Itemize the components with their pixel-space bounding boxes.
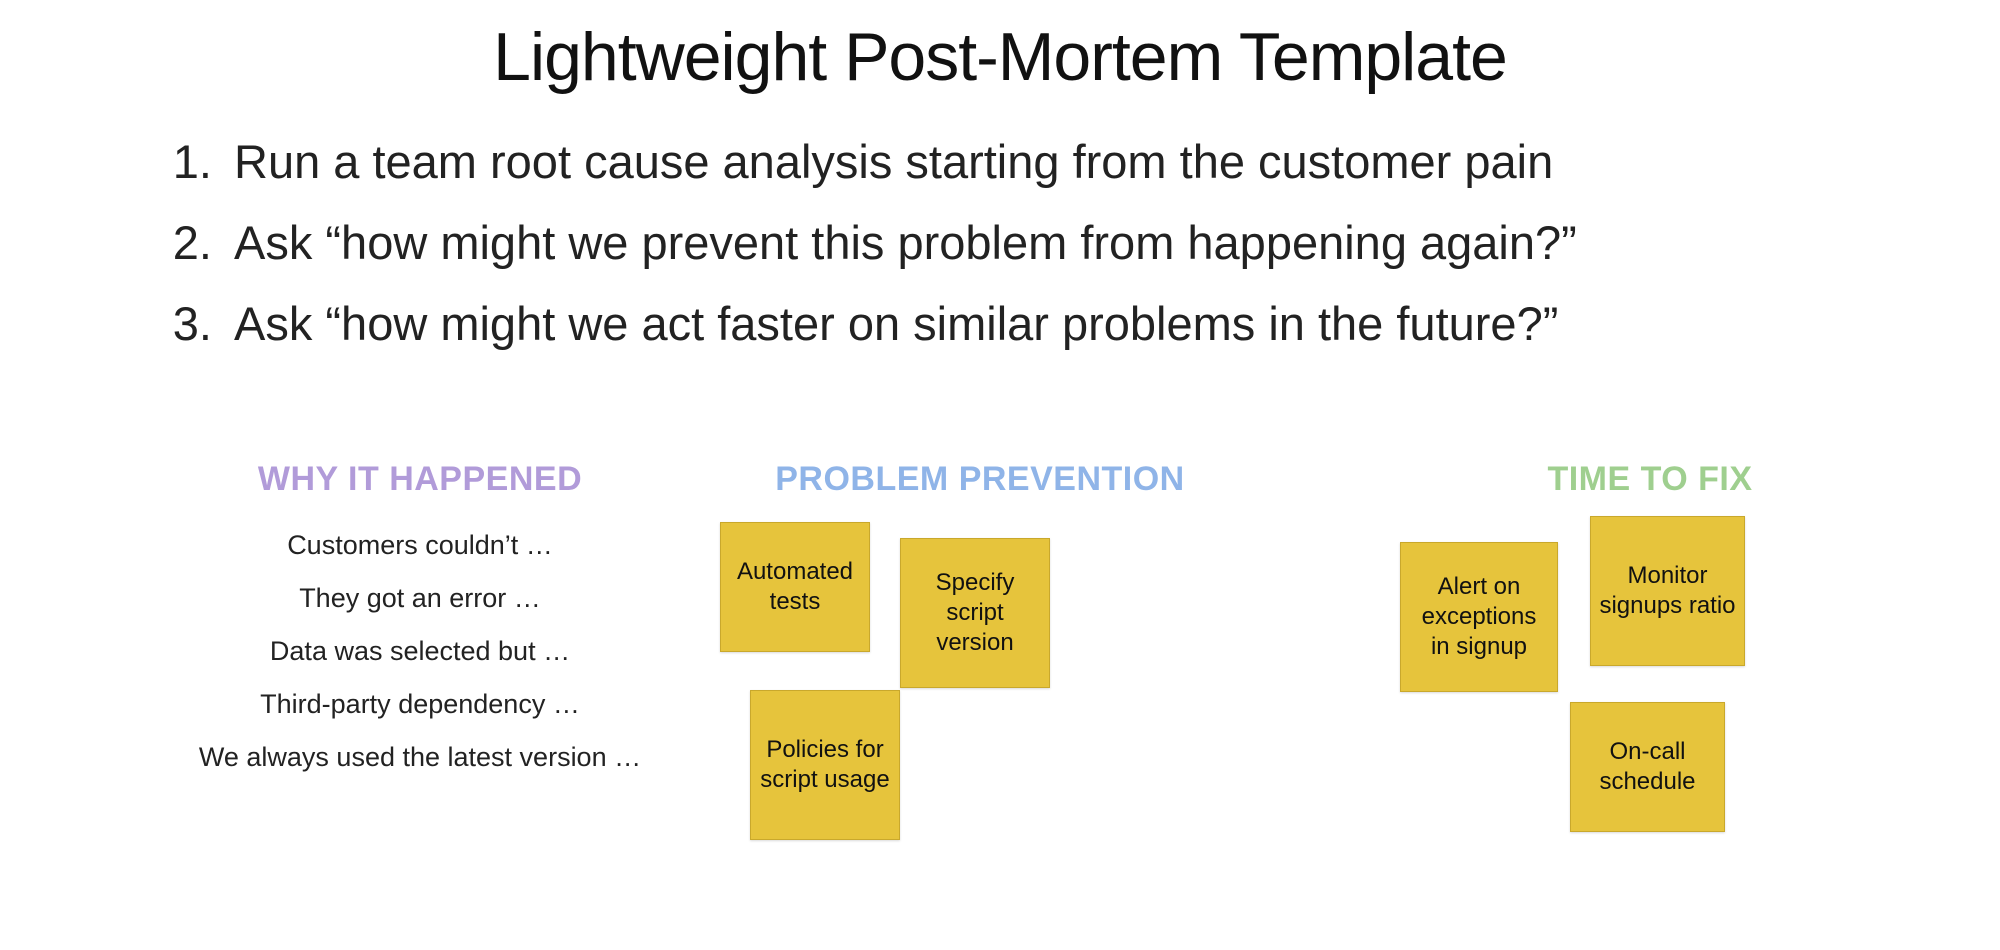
step-number: 2.	[170, 219, 234, 266]
step-item: 3. Ask “how might we act faster on simil…	[170, 300, 1830, 347]
step-text: Ask “how might we act faster on similar …	[234, 300, 1830, 347]
sticky-note: Specify script version	[900, 538, 1050, 688]
sticky-note: Alert on exceptions in signup	[1400, 542, 1558, 692]
column-header-why: WHY IT HAPPENED	[190, 460, 650, 499]
reason-item: We always used the latest version …	[190, 742, 650, 773]
column-prevention: PROBLEM PREVENTION Automated tests Speci…	[700, 460, 1260, 499]
sticky-note: Policies for script usage	[750, 690, 900, 840]
reason-item: Customers couldn’t …	[190, 530, 650, 561]
slide-title: Lightweight Post-Mortem Template	[0, 18, 2000, 96]
column-timetofix: TIME TO FIX Alert on exceptions in signu…	[1400, 460, 1900, 499]
step-text: Ask “how might we prevent this problem f…	[234, 219, 1830, 266]
reason-item: They got an error …	[190, 583, 650, 614]
column-header-prevention: PROBLEM PREVENTION	[700, 460, 1260, 499]
slide: Lightweight Post-Mortem Template 1. Run …	[0, 0, 2000, 950]
step-number: 1.	[170, 138, 234, 185]
sticky-note: Automated tests	[720, 522, 870, 652]
sticky-note: Monitor signups ratio	[1590, 516, 1745, 666]
steps-list: 1. Run a team root cause analysis starti…	[170, 138, 1830, 381]
step-number: 3.	[170, 300, 234, 347]
sticky-note: On-call schedule	[1570, 702, 1725, 832]
column-header-timetofix: TIME TO FIX	[1400, 460, 1900, 499]
column-why: WHY IT HAPPENED Customers couldn’t … The…	[190, 460, 650, 499]
reason-item: Third-party dependency …	[190, 689, 650, 720]
reason-item: Data was selected but …	[190, 636, 650, 667]
step-item: 1. Run a team root cause analysis starti…	[170, 138, 1830, 185]
step-text: Run a team root cause analysis starting …	[234, 138, 1830, 185]
reasons-list: Customers couldn’t … They got an error ……	[190, 530, 650, 795]
step-item: 2. Ask “how might we prevent this proble…	[170, 219, 1830, 266]
columns-area: WHY IT HAPPENED Customers couldn’t … The…	[0, 460, 2000, 940]
